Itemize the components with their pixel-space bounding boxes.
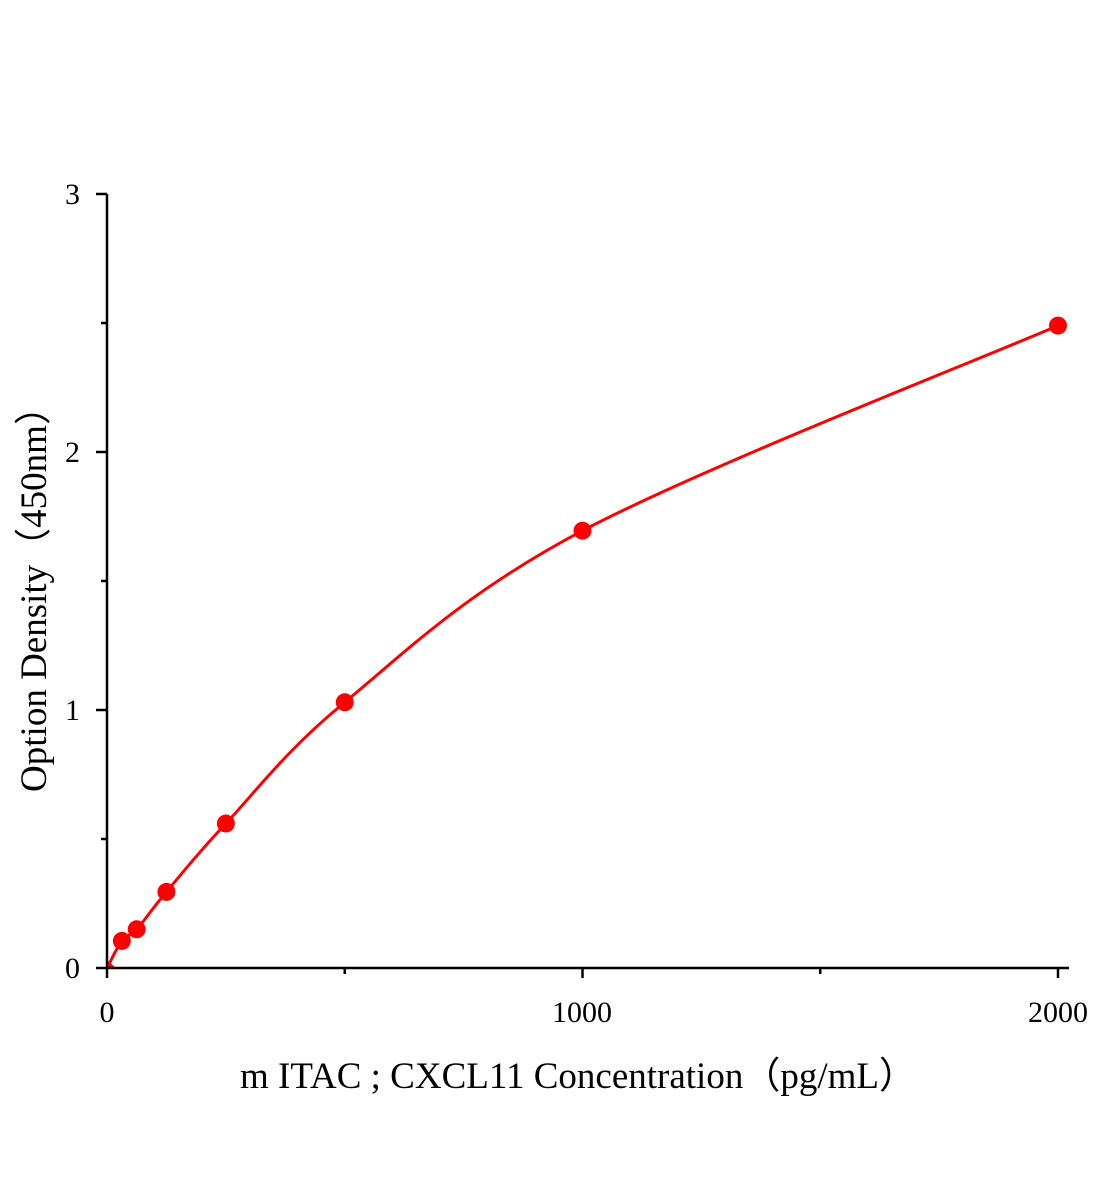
x-tick-label: 1000 xyxy=(552,996,612,1029)
y-tick-label: 0 xyxy=(65,952,80,985)
y-tick-label: 2 xyxy=(65,436,80,469)
data-point xyxy=(127,920,146,939)
y-axis-title: Option Density（450nm） xyxy=(14,388,55,792)
x-tick-label: 2000 xyxy=(1028,996,1088,1029)
x-axis-title: m ITAC ; CXCL11 Concentration（pg/mL） xyxy=(240,1056,916,1097)
fit-curve xyxy=(105,324,1059,969)
y-tick-label: 3 xyxy=(65,178,80,211)
y-tick-label: 1 xyxy=(65,694,80,727)
data-point xyxy=(157,882,176,901)
data-point xyxy=(216,814,235,833)
data-point xyxy=(106,959,116,968)
data-point xyxy=(573,521,592,540)
data-point xyxy=(112,931,131,950)
data-point xyxy=(1049,316,1067,335)
data-point xyxy=(335,693,354,712)
x-tick-label: 0 xyxy=(100,996,115,1029)
